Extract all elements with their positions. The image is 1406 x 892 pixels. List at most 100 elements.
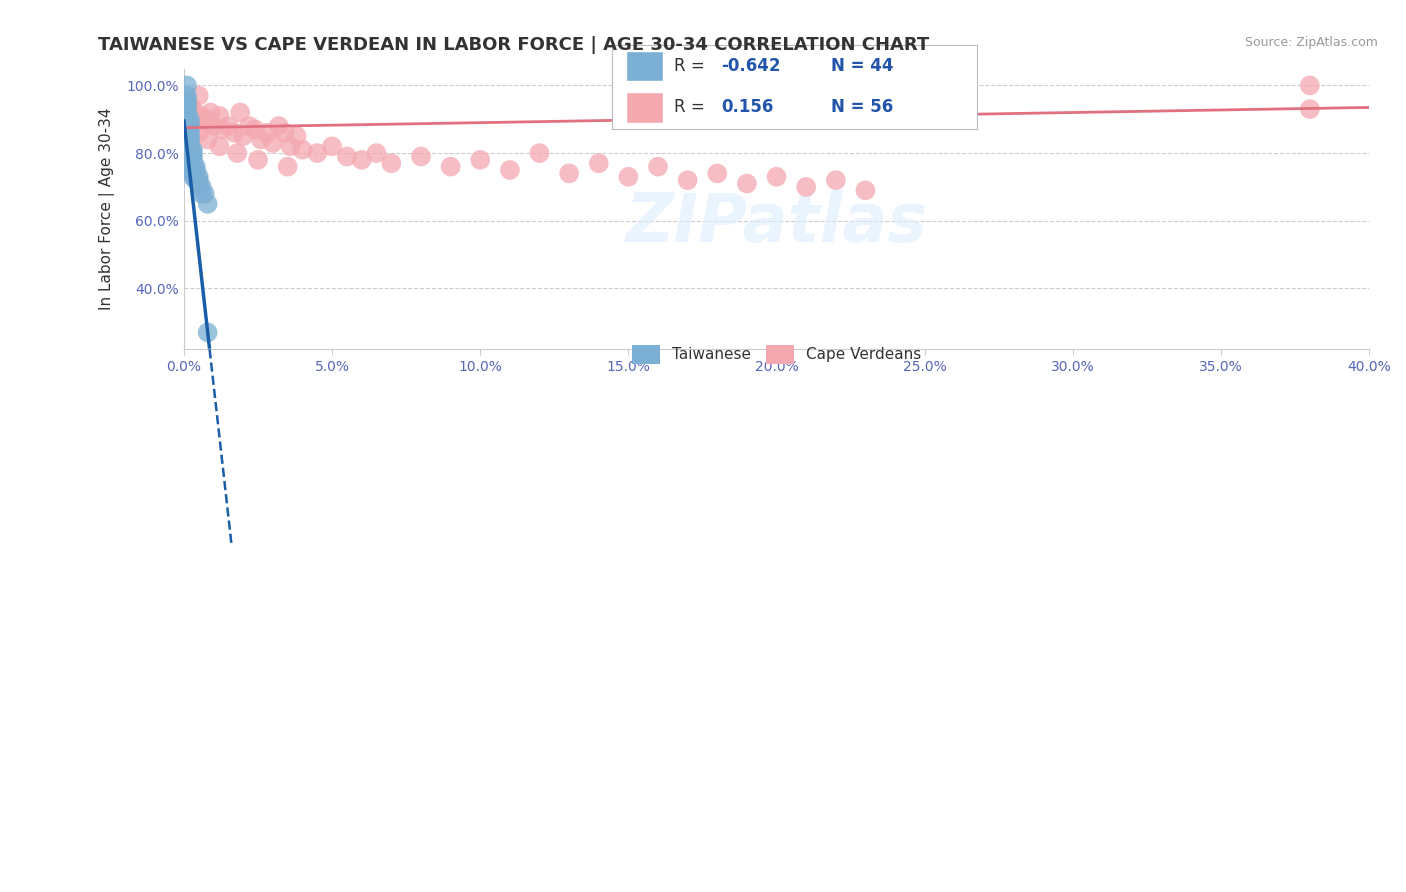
Point (291, 143, 314, 157)
Point (470, 153, 492, 167)
Point (409, 149, 432, 163)
Point (190, 180, 212, 194)
Point (229, 105, 252, 120)
Point (179, 136, 201, 150)
Point (184, 166, 207, 180)
Point (247, 153, 270, 167)
Point (250, 132, 273, 146)
Point (181, 146, 204, 161)
Point (176, 99, 198, 113)
Point (647, 160, 669, 174)
Point (187, 88, 209, 103)
Point (187, 173, 209, 187)
Point (184, 163, 207, 178)
Text: N = 44: N = 44 (831, 57, 893, 75)
Point (179, 156, 201, 170)
Point (1299, 78, 1322, 93)
Point (181, 149, 204, 163)
Point (321, 139, 343, 153)
Point (176, 92, 198, 106)
Point (224, 126, 246, 140)
Point (179, 163, 201, 178)
Point (176, 109, 198, 123)
Point (194, 112, 217, 127)
Point (197, 326, 219, 340)
Point (190, 186, 212, 201)
Point (184, 160, 207, 174)
Point (194, 186, 217, 201)
Point (277, 160, 299, 174)
Bar (626, 92, 662, 122)
Point (380, 156, 402, 170)
Point (262, 136, 284, 150)
Point (202, 119, 225, 133)
Point (256, 126, 278, 140)
Point (184, 173, 207, 187)
Point (181, 143, 204, 157)
Point (197, 197, 219, 211)
Point (676, 173, 699, 187)
Point (176, 105, 198, 120)
Legend: Taiwanese, Cape Verdeans: Taiwanese, Cape Verdeans (626, 339, 927, 370)
Point (307, 146, 329, 161)
Point (706, 166, 728, 180)
Text: -0.642: -0.642 (721, 57, 780, 75)
Point (1299, 102, 1322, 116)
Point (176, 139, 198, 153)
Point (855, 183, 877, 197)
Point (179, 139, 201, 153)
Point (176, 149, 198, 163)
Point (558, 166, 581, 180)
Y-axis label: In Labor Force | Age 30-34: In Labor Force | Age 30-34 (100, 108, 115, 310)
Point (273, 126, 295, 140)
Point (176, 153, 198, 167)
Point (176, 88, 198, 103)
Point (226, 146, 249, 161)
Text: R =: R = (673, 57, 710, 75)
Point (181, 156, 204, 170)
Point (232, 129, 254, 144)
Point (529, 146, 551, 161)
Point (197, 132, 219, 146)
Text: N = 56: N = 56 (831, 98, 893, 116)
Point (765, 169, 787, 184)
Point (187, 169, 209, 184)
Point (179, 126, 201, 140)
Text: Source: ZipAtlas.com: Source: ZipAtlas.com (1244, 36, 1378, 49)
Point (181, 119, 204, 133)
Point (336, 149, 359, 163)
Point (176, 95, 198, 110)
Text: TAIWANESE VS CAPE VERDEAN IN LABOR FORCE | AGE 30-34 CORRELATION CHART: TAIWANESE VS CAPE VERDEAN IN LABOR FORCE… (98, 36, 929, 54)
Text: ZIPatlas: ZIPatlas (626, 190, 928, 256)
Point (617, 169, 640, 184)
Point (190, 109, 212, 123)
Point (181, 166, 204, 180)
Point (280, 139, 302, 153)
Point (285, 129, 308, 144)
Point (176, 102, 198, 116)
Point (197, 115, 219, 129)
Text: 0.156: 0.156 (721, 98, 773, 116)
Point (200, 105, 222, 120)
Point (179, 112, 201, 127)
Point (366, 146, 388, 161)
Point (439, 160, 461, 174)
Point (187, 177, 209, 191)
Point (735, 177, 758, 191)
Point (211, 122, 233, 136)
Point (208, 139, 231, 153)
Point (181, 153, 204, 167)
Point (176, 95, 198, 110)
Point (824, 173, 846, 187)
Point (350, 153, 373, 167)
Point (176, 78, 198, 93)
Point (179, 99, 201, 113)
Point (179, 129, 201, 144)
Point (243, 122, 266, 136)
Point (176, 143, 198, 157)
Point (794, 180, 817, 194)
Bar (626, 51, 662, 81)
Point (588, 156, 610, 170)
Point (179, 119, 201, 133)
Point (187, 126, 209, 140)
